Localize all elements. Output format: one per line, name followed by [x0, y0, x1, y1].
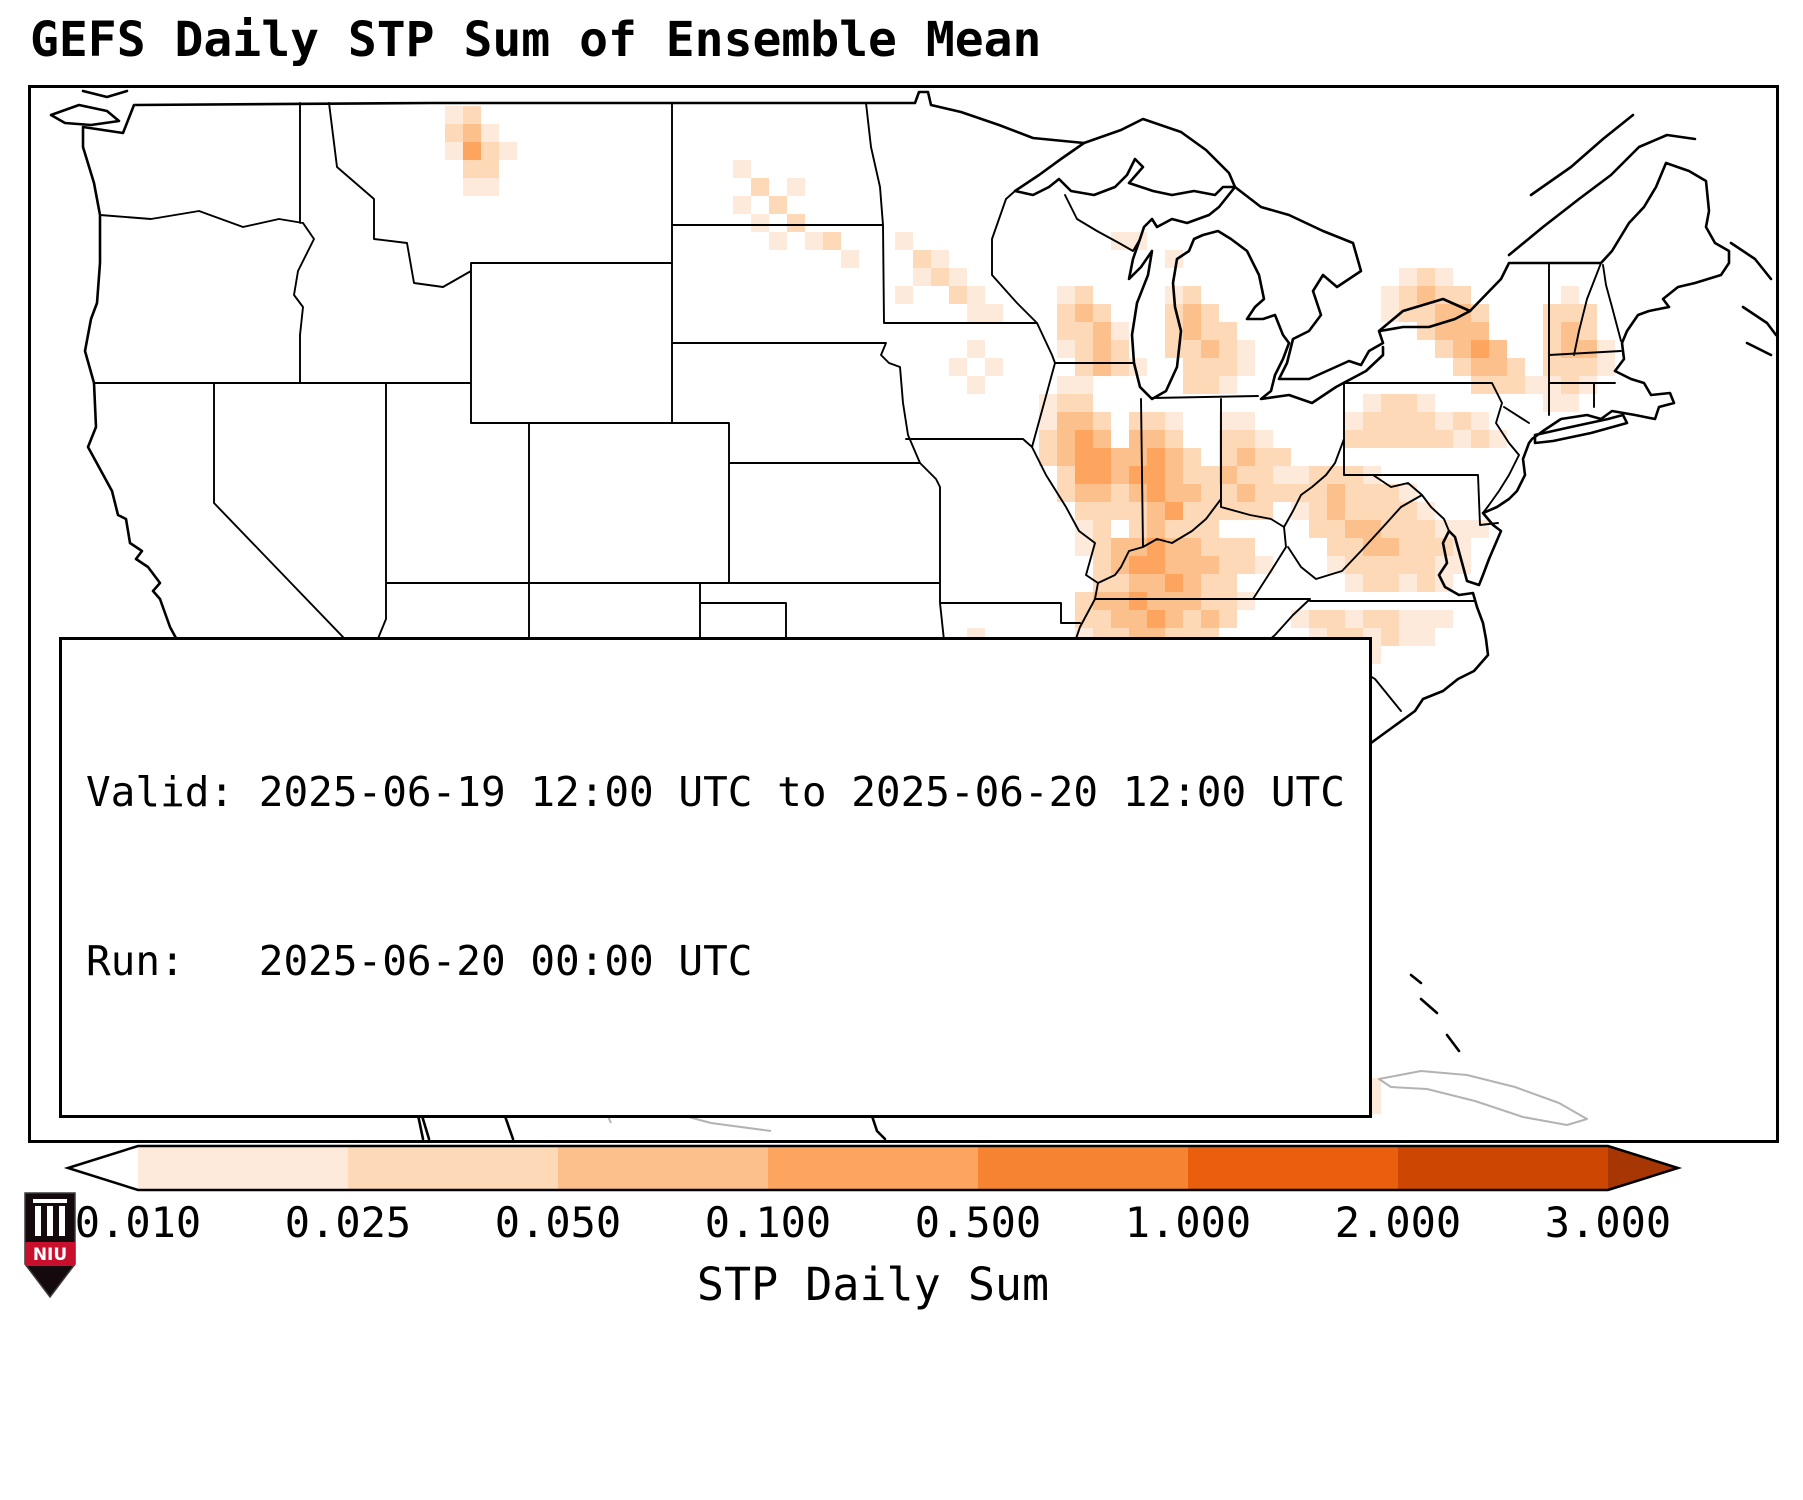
colorbar-tick-label: 0.500 — [914, 1198, 1042, 1247]
vancouver-island — [49, 89, 129, 127]
map-panel: Valid: 2025-06-19 12:00 UTC to 2025-06-2… — [28, 85, 1779, 1143]
colorbar-tick-label: 1.000 — [1124, 1198, 1252, 1247]
colorbar-segment — [558, 1146, 769, 1190]
valid-line: Valid: 2025-06-19 12:00 UTC to 2025-06-2… — [86, 767, 1345, 816]
niu-logo: NIU — [24, 1192, 76, 1299]
colorbar-segment — [1188, 1146, 1399, 1190]
colorbar-tick-label: 0.010 — [74, 1198, 202, 1247]
colorbar-over-arrow — [1608, 1146, 1678, 1190]
logo-band — [25, 1242, 75, 1266]
colorbar-segment — [978, 1146, 1189, 1190]
colorbar-segment — [348, 1146, 559, 1190]
cuba-coastline — [1378, 1070, 1588, 1126]
colorbar-segment — [768, 1146, 979, 1190]
colorbar-tick-label: 0.025 — [284, 1198, 412, 1247]
colorbar-tick-label: 0.050 — [494, 1198, 622, 1247]
colorbar-svg — [63, 1144, 1683, 1192]
bahamas-islands — [1409, 973, 1461, 1053]
niu-shield-icon: NIU — [24, 1192, 76, 1299]
lake-superior-us-shore — [1013, 141, 1237, 197]
logo-text: NIU — [33, 1245, 67, 1265]
colorbar-under-arrow — [68, 1146, 138, 1190]
long-island — [1533, 413, 1629, 445]
colorbar-outline — [63, 1144, 1683, 1192]
colorbar: 0.010 0.025 0.050 0.100 0.500 1.000 2.000 3.000… — [28, 1144, 1773, 1364]
figure-title: GEFS Daily STP Sum of Ensemble Mean — [30, 12, 1042, 68]
colorbar-tick-label: 0.100 — [704, 1198, 832, 1247]
canada-east-coastlines — [1507, 113, 1776, 357]
colorbar-segment — [1398, 1146, 1609, 1190]
validity-info-box: Valid: 2025-06-19 12:00 UTC to 2025-06-2… — [59, 637, 1372, 1118]
castle-icon — [33, 1199, 67, 1236]
colorbar-segment — [138, 1146, 349, 1190]
colorbar-tick-label: 2.000 — [1334, 1198, 1462, 1247]
colorbar-tick-label: 3.000 — [1544, 1198, 1672, 1247]
colorbar-label: STP Daily Sum — [696, 1258, 1050, 1311]
run-line: Run: 2025-06-20 00:00 UTC — [86, 937, 753, 986]
